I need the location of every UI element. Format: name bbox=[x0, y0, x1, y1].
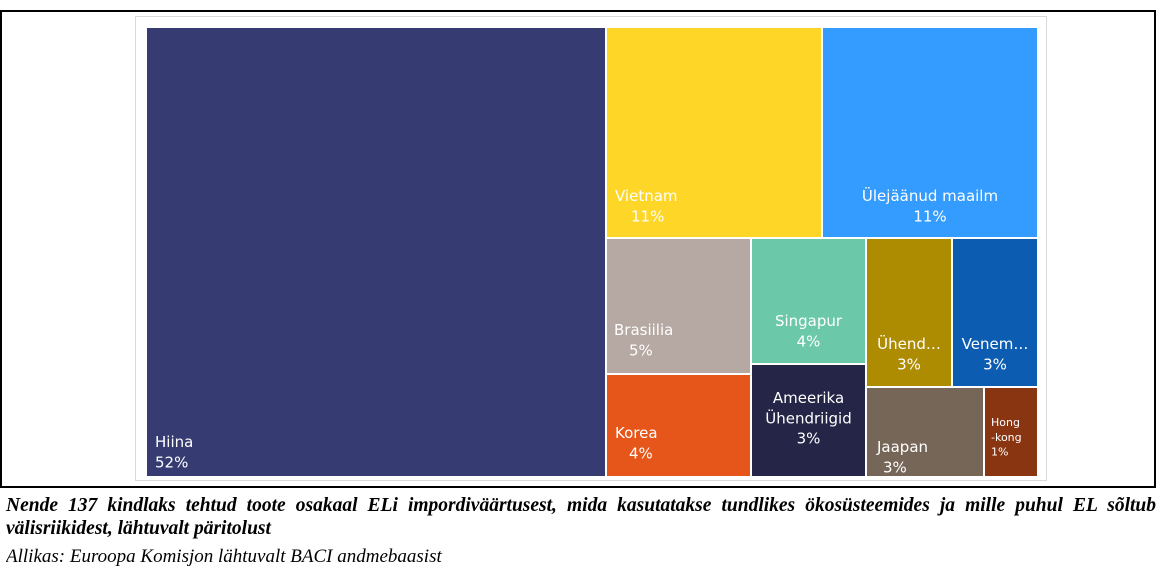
treemap-rect bbox=[752, 365, 865, 476]
treemap-value-label: 4% bbox=[797, 332, 821, 350]
treemap-cell-1: Vietnam 11% bbox=[607, 28, 821, 237]
treemap-cell-7: Ühend… 3% bbox=[867, 239, 951, 386]
treemap-cell-10: Hong -kong 1% bbox=[985, 388, 1037, 476]
treemap-label: Ühendriigid bbox=[765, 408, 851, 427]
treemap-value-label: 11% bbox=[913, 207, 946, 225]
treemap-label: Vietnam bbox=[615, 187, 678, 205]
treemap-value-label: 3% bbox=[797, 430, 821, 448]
treemap-label: Hong bbox=[991, 416, 1020, 429]
treemap-label: -kong bbox=[991, 431, 1022, 444]
treemap-value-label: 5% bbox=[629, 341, 653, 359]
treemap-rect bbox=[752, 239, 865, 363]
treemap-cell-8: Venem… 3% bbox=[953, 239, 1037, 386]
treemap-rect bbox=[867, 239, 951, 386]
treemap-cell-3: Brasiilia 5% bbox=[607, 239, 750, 373]
treemap-value-label: 4% bbox=[629, 444, 653, 462]
treemap-label: Singapur bbox=[775, 312, 843, 330]
treemap-cell-4: Korea 4% bbox=[607, 375, 750, 476]
treemap-rect bbox=[867, 388, 983, 476]
treemap-rect bbox=[147, 28, 605, 476]
treemap-cell-9: Jaapan 3% bbox=[867, 388, 983, 476]
treemap-label: Jaapan bbox=[876, 438, 928, 456]
treemap-value-label: 1% bbox=[991, 446, 1008, 459]
treemap-label: Ühend… bbox=[877, 334, 941, 353]
treemap-value-label: 3% bbox=[883, 458, 907, 476]
treemap-label: Ülejäänud maailm bbox=[862, 186, 998, 205]
treemap-rect bbox=[607, 375, 750, 476]
treemap-svg: Hiina 52% Vietnam 11% Ülejäänud maailm 11% Bra… bbox=[147, 28, 1037, 476]
treemap-rect bbox=[823, 28, 1037, 237]
treemap-cell-5: Singapur 4% bbox=[752, 239, 865, 363]
figure-frame bbox=[0, 10, 1156, 488]
treemap-cell-0: Hiina 52% bbox=[147, 28, 605, 476]
treemap-label: Venem… bbox=[962, 335, 1029, 353]
figure-caption: Nende 137 kindlaks tehtud toote osakaal … bbox=[6, 495, 1156, 539]
treemap-label: Hiina bbox=[155, 433, 193, 451]
treemap-chart: Hiina 52% Vietnam 11% Ülejäänud maailm 11% Bra… bbox=[135, 16, 1047, 481]
treemap-label: Ameerika bbox=[773, 389, 844, 407]
treemap-value-label: 52% bbox=[155, 453, 188, 471]
treemap-label: Korea bbox=[615, 424, 658, 442]
treemap-rect bbox=[607, 28, 821, 237]
treemap-rect bbox=[607, 239, 750, 373]
treemap-value-label: 3% bbox=[897, 355, 921, 373]
treemap-cell-2: Ülejäänud maailm 11% bbox=[823, 28, 1037, 237]
treemap-value-label: 3% bbox=[983, 355, 1007, 373]
treemap-rect bbox=[953, 239, 1037, 386]
treemap-value-label: 11% bbox=[631, 207, 664, 225]
treemap-label: Brasiilia bbox=[614, 321, 673, 339]
treemap-rect bbox=[985, 388, 1037, 476]
figure-source: Allikas: Euroopa Komisjon lähtuvalt BACI… bbox=[6, 546, 442, 567]
